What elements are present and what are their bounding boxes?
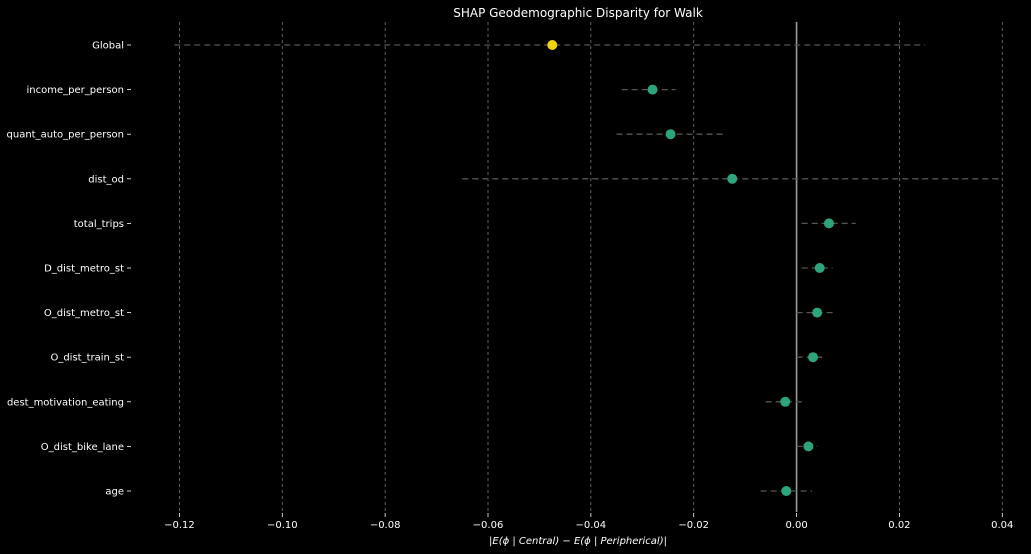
y-tick-label: age: [105, 487, 124, 498]
x-tick-label: 0.00: [785, 520, 807, 531]
points: [547, 40, 834, 496]
y-tick-label: O_dist_train_st: [50, 353, 124, 364]
y-tick-label: dest_motivation_eating: [7, 397, 124, 408]
data-point: [665, 129, 676, 140]
x-tick-label: 0.04: [991, 520, 1013, 531]
x-tick-label: −0.08: [370, 520, 401, 531]
data-point: [780, 396, 791, 407]
x-tick-label: −0.12: [164, 520, 195, 531]
x-axis-label: |E(ϕ | Central) − E(ϕ | Peripherical)|: [489, 536, 667, 547]
y-tick-label: quant_auto_per_person: [7, 130, 124, 141]
x-tick-label: 0.02: [888, 520, 910, 531]
data-point: [808, 352, 819, 363]
intervals: [174, 44, 1003, 492]
data-point: [547, 40, 558, 50]
y-tick-label: O_dist_bike_lane: [41, 442, 124, 453]
data-point: [823, 218, 834, 229]
x-axis: −0.12 −0.10 −0.08 −0.06 −0.04 −0.02 0.00 0.02 0.…: [164, 513, 1013, 531]
y-tick-label: Global: [92, 41, 124, 52]
y-tick-label: O_dist_metro_st: [44, 308, 124, 319]
x-tick-label: −0.10: [267, 520, 298, 531]
y-axis: Global income_per_person quant_auto_per_pe…: [7, 41, 131, 498]
x-tick-label: −0.02: [678, 520, 709, 531]
data-point: [803, 441, 814, 452]
data-point: [647, 84, 658, 95]
y-tick-label: dist_od: [88, 174, 124, 185]
data-point: [781, 486, 792, 496]
data-point: [727, 173, 738, 184]
chart-title: SHAP Geodemographic Disparity for Walk: [453, 6, 703, 20]
grid: [179, 22, 1003, 512]
y-tick-label: D_dist_metro_st: [44, 264, 124, 275]
y-tick-label: income_per_person: [26, 85, 124, 96]
y-tick-label: total_trips: [74, 219, 124, 230]
x-tick-label: −0.04: [576, 520, 607, 531]
x-tick-label: −0.06: [473, 520, 504, 531]
data-point: [814, 263, 825, 273]
data-point: [812, 307, 823, 318]
